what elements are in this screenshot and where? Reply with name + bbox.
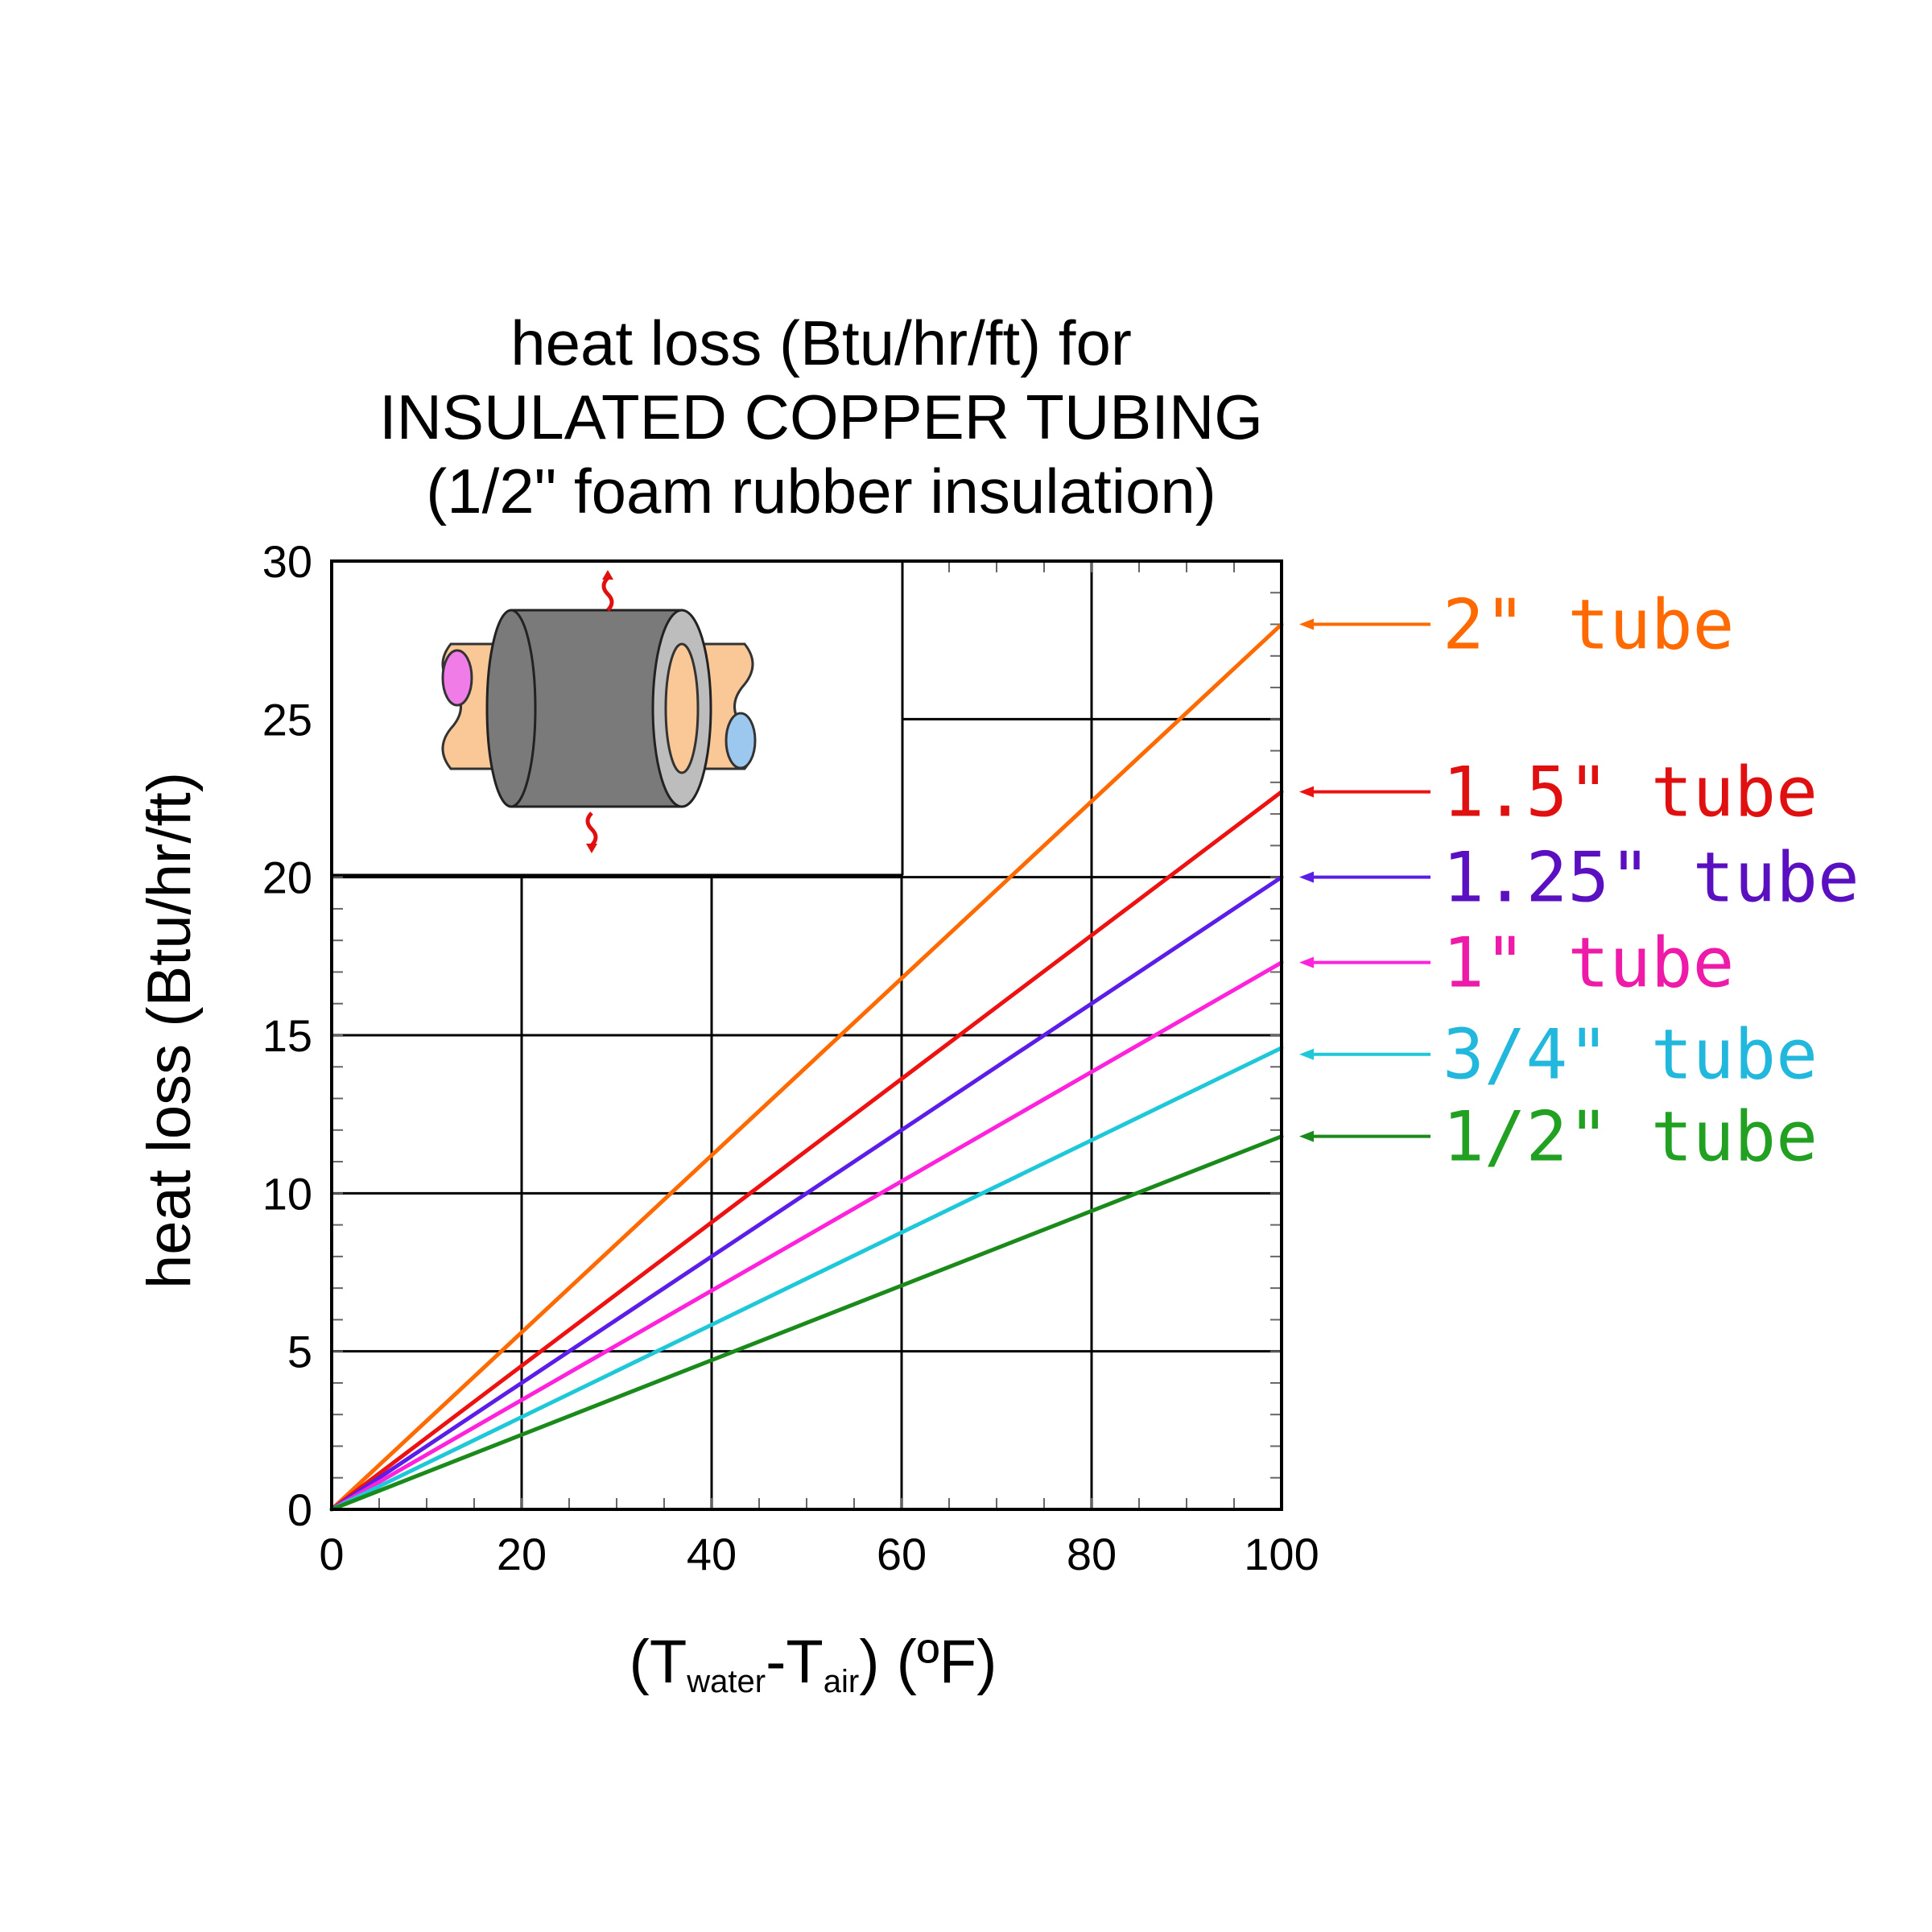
series-line-4 xyxy=(329,1046,1284,1512)
y-tick-label: 0 xyxy=(287,1484,312,1535)
x-axis-label-sub-air: air xyxy=(824,1664,859,1699)
legend-arrow-head-4 xyxy=(1299,1048,1314,1060)
legend-label-2: 1.25" tube xyxy=(1443,838,1860,919)
y-tick-label: 10 xyxy=(262,1168,312,1219)
x-axis-label-sub-water: water xyxy=(686,1664,766,1699)
x-axis-label-dash: -T xyxy=(766,1628,824,1696)
legend-label-0: 2" tube xyxy=(1443,585,1734,666)
legend-arrow-head-3 xyxy=(1299,956,1314,968)
y-axis-label: heat loss (Btu/hr/ft) xyxy=(135,772,204,1289)
chart-title-line-1: heat loss (Btu/hr/ft) for xyxy=(510,308,1132,378)
legend-label-1: 1.5" tube xyxy=(1443,753,1818,833)
x-tick-label: 60 xyxy=(877,1529,927,1579)
series-line-2 xyxy=(329,875,1284,1512)
y-tick-label: 30 xyxy=(262,536,312,587)
legend-arrow-head-1 xyxy=(1299,786,1314,798)
legend-arrow-head-5 xyxy=(1299,1130,1314,1142)
plot-frame xyxy=(330,559,1283,1511)
insulated-pipe-icon xyxy=(441,570,757,853)
x-tick-labels: 0 20 40 60 80 100 xyxy=(319,1529,1319,1579)
x-axis-label-close: ) (ºF) xyxy=(859,1628,997,1696)
y-tick-label: 20 xyxy=(262,852,312,903)
legend-arrow-head-2 xyxy=(1299,871,1314,883)
x-axis-label-open: (T xyxy=(630,1628,687,1696)
series-line-5 xyxy=(329,1134,1284,1512)
series xyxy=(329,622,1284,1512)
x-tick-label: 0 xyxy=(319,1529,344,1579)
x-tick-label: 40 xyxy=(687,1529,737,1579)
y-tick-label: 15 xyxy=(262,1010,312,1061)
y-tick-labels: 0 5 10 15 20 25 30 xyxy=(262,536,312,1535)
legend-arrow-head-0 xyxy=(1299,618,1314,630)
series-line-1 xyxy=(329,790,1284,1512)
legend-label-3: 1" tube xyxy=(1443,923,1734,1004)
series-line-3 xyxy=(329,960,1284,1512)
legend-label-5: 1/2" tube xyxy=(1443,1097,1818,1178)
y-tick-label: 25 xyxy=(262,694,312,745)
chart-title-line-2: INSULATED COPPER TUBING xyxy=(379,382,1263,452)
series-line-0 xyxy=(329,622,1284,1512)
x-axis-label: (Twater-Tair) (ºF) xyxy=(630,1628,997,1699)
x-tick-label: 80 xyxy=(1067,1529,1117,1579)
legend-label-4: 3/4" tube xyxy=(1443,1015,1818,1096)
x-tick-label: 20 xyxy=(497,1529,547,1579)
y-tick-label: 5 xyxy=(287,1327,312,1377)
chart-title-line-3: (1/2" foam rubber insulation) xyxy=(426,456,1216,526)
x-tick-label: 100 xyxy=(1244,1529,1319,1579)
